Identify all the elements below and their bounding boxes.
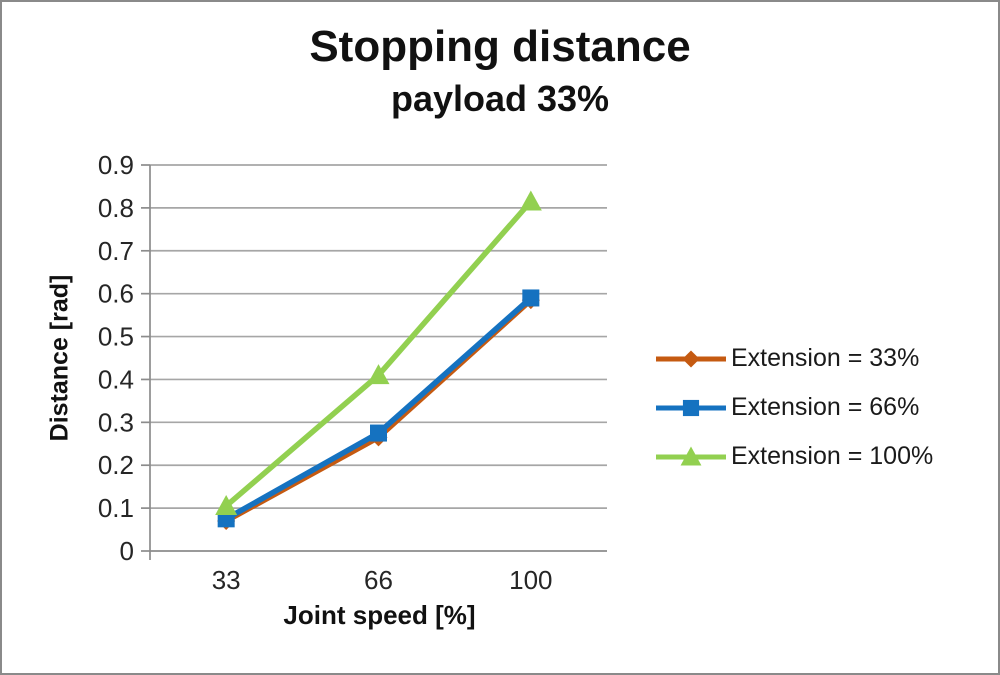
legend-key-icon bbox=[656, 349, 726, 368]
legend-marker bbox=[682, 349, 700, 368]
x-axis-title: Joint speed [%] bbox=[283, 600, 476, 630]
legend-item: Extension = 33% bbox=[654, 334, 933, 383]
data-point-marker bbox=[519, 190, 542, 211]
series-line bbox=[223, 297, 534, 524]
y-tick-label: 0.3 bbox=[98, 407, 134, 437]
legend-label: Extension = 100% bbox=[731, 442, 934, 470]
y-tick-label: 0.8 bbox=[98, 193, 134, 223]
data-point-marker bbox=[367, 364, 390, 385]
legend-marker bbox=[680, 446, 702, 466]
chart-title: Stopping distance bbox=[309, 22, 691, 71]
data-point-marker bbox=[522, 289, 540, 307]
x-tick-label: 100 bbox=[509, 565, 552, 595]
data-point-marker bbox=[215, 494, 238, 515]
legend-key-icon bbox=[656, 399, 726, 416]
y-tick-label: 0 bbox=[120, 536, 134, 566]
chart-subtitle: payload 33% bbox=[390, 78, 610, 119]
legend-label: Extension = 33% bbox=[731, 344, 920, 372]
x-tick-label: 33 bbox=[212, 565, 241, 595]
series-line bbox=[223, 295, 534, 522]
y-tick-label: 0.4 bbox=[98, 364, 134, 394]
y-tick-label: 0.2 bbox=[98, 450, 134, 480]
y-tick-label: 0.9 bbox=[98, 150, 134, 180]
y-tick-label: 0.6 bbox=[98, 279, 134, 309]
legend: Extension = 33% Extension = 66% Extension … bbox=[654, 334, 933, 481]
legend-item: Extension = 66% bbox=[654, 383, 933, 432]
y-tick-label: 0.1 bbox=[98, 493, 134, 523]
legend-label: Extension = 66% bbox=[731, 393, 920, 421]
series-line bbox=[223, 198, 534, 509]
legend-marker bbox=[682, 399, 700, 416]
x-tick-label: 66 bbox=[364, 565, 393, 595]
y-tick-label: 0.7 bbox=[98, 236, 134, 266]
data-point-marker bbox=[370, 424, 387, 442]
y-axis-title: Distance [rad] bbox=[45, 274, 74, 442]
y-tick-label: 0.5 bbox=[98, 322, 134, 352]
legend-item: Extension = 100% bbox=[654, 432, 933, 481]
legend-key-icon bbox=[656, 446, 726, 466]
